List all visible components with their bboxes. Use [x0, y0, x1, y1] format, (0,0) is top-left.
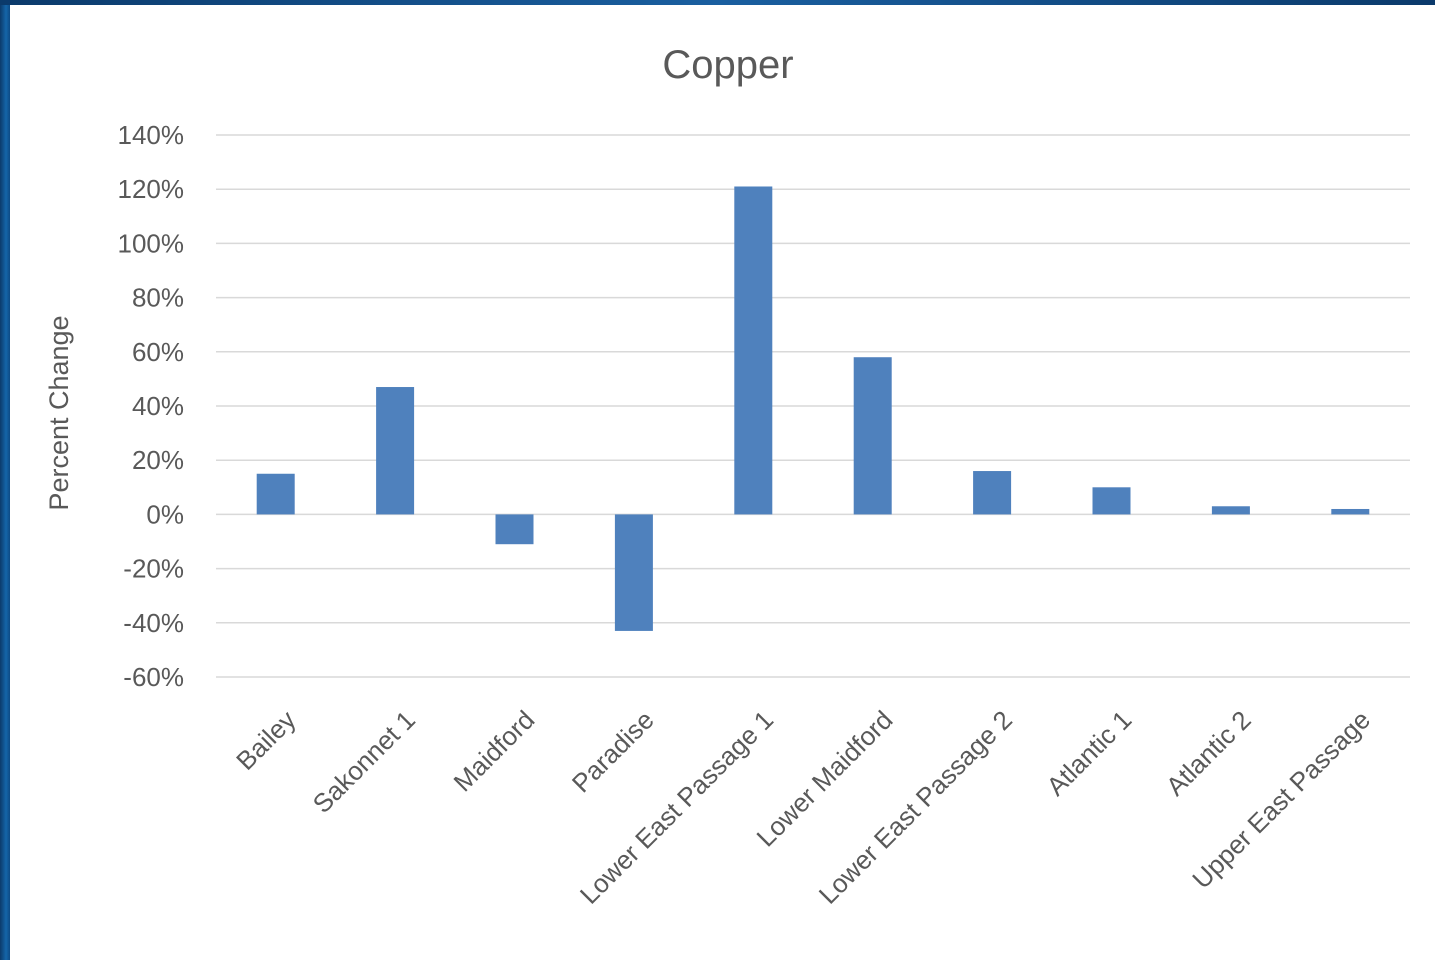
gridlines	[216, 134, 1410, 678]
y-tick-label: 140%	[118, 120, 185, 150]
x-tick-label: Maidford	[448, 705, 541, 798]
bar	[1211, 506, 1250, 515]
y-axis-label: Percent Change	[44, 315, 74, 510]
y-tick-label: 120%	[118, 174, 185, 204]
y-axis-ticks: 140% 120% 100% 80% 60% 40% 20% 0% -20% -40% -60%	[118, 120, 185, 692]
y-tick-label: -60%	[123, 662, 184, 692]
chart-title: Copper	[662, 43, 793, 87]
x-tick-label: Atlantic 1	[1040, 705, 1137, 802]
bar	[734, 186, 773, 515]
y-tick-label: -20%	[123, 554, 184, 584]
y-tick-label: 0%	[146, 499, 184, 529]
x-tick-label: Sakonnet 1	[307, 705, 421, 819]
x-tick-label: Atlantic 2	[1160, 705, 1257, 802]
x-tick-label: Bailey	[230, 705, 301, 776]
x-tick-label: Lower East Passage 2	[813, 705, 1018, 910]
y-tick-label: -40%	[123, 608, 184, 638]
bar	[853, 357, 892, 515]
y-tick-label: 60%	[132, 337, 184, 367]
chart-panel	[10, 5, 1435, 960]
x-tick-label: Paradise	[566, 705, 660, 799]
bar	[256, 473, 295, 515]
y-tick-label: 40%	[132, 391, 184, 421]
bar	[495, 514, 534, 545]
bar	[376, 387, 415, 515]
y-tick-label: 100%	[118, 228, 185, 258]
bars	[256, 186, 1370, 631]
y-tick-label: 20%	[132, 445, 184, 475]
top-border-strip	[0, 0, 1435, 5]
bar	[973, 471, 1012, 515]
y-tick-label: 80%	[132, 283, 184, 313]
bar	[614, 514, 653, 631]
bar	[1331, 508, 1370, 515]
bar	[1092, 487, 1131, 515]
x-tick-label: Lower East Passage 1	[574, 705, 779, 910]
